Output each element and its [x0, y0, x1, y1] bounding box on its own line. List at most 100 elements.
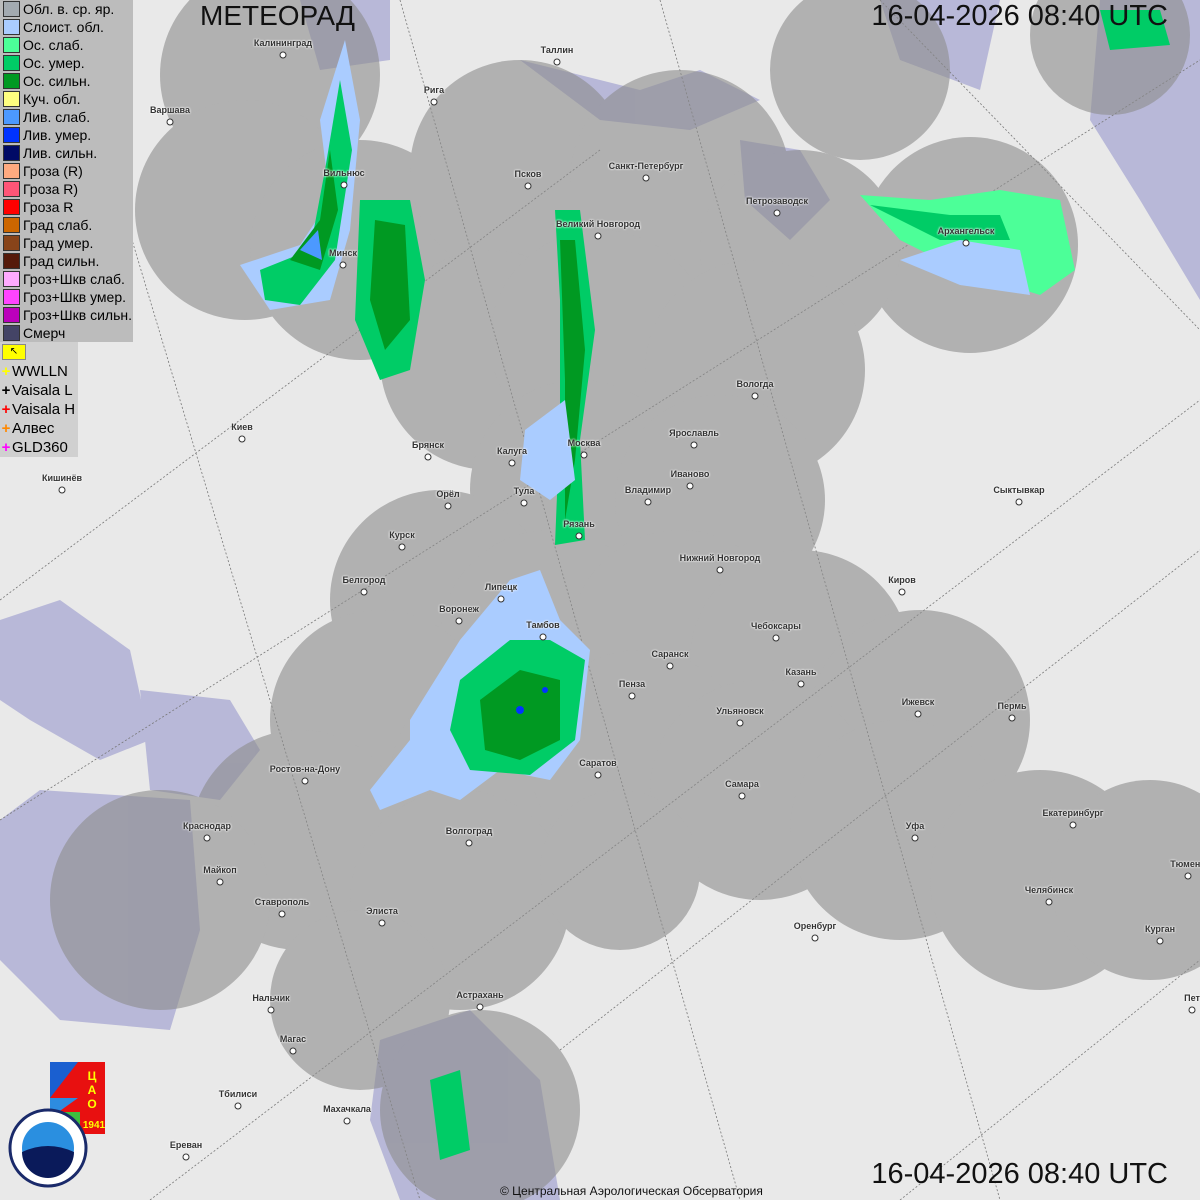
legend-item: Лив. умер. — [0, 126, 133, 144]
legend-item: Гроз+Шкв сильн. — [0, 306, 133, 324]
lightning-legend-item: + GLD360 — [0, 438, 78, 457]
city-label: Брянск — [411, 440, 445, 450]
legend-item: Обл. в. ср. яр. — [0, 0, 133, 18]
city-marker — [238, 435, 246, 443]
legend-swatch — [3, 37, 20, 53]
city-label: Тула — [513, 486, 535, 496]
city-marker — [339, 261, 347, 269]
svg-text:А: А — [88, 1083, 97, 1097]
city-marker — [628, 692, 636, 700]
city-label: Пет — [1184, 993, 1200, 1003]
city-marker — [553, 58, 561, 66]
city-marker — [716, 566, 724, 574]
lightning-label: WWLLN — [12, 363, 68, 380]
city-marker — [289, 1047, 297, 1055]
city-marker — [1188, 1006, 1196, 1014]
city-label: Минск — [329, 248, 357, 258]
city-marker — [1045, 898, 1053, 906]
city-label: Калининград — [253, 38, 313, 48]
city-marker — [182, 1153, 190, 1161]
city-label: Иваново — [670, 469, 710, 479]
city-label: Рига — [423, 85, 445, 95]
city-label: Вильнюс — [323, 168, 365, 178]
legend-label: Куч. обл. — [23, 91, 81, 107]
city-marker — [343, 1117, 351, 1125]
city-label: Калуга — [497, 446, 527, 456]
legend-swatch — [3, 199, 20, 215]
lightning-legend-item: + Алвес — [0, 419, 78, 438]
city-marker — [751, 392, 759, 400]
legend-item: Смерч — [0, 324, 133, 342]
city-label: Тюмень — [1170, 859, 1200, 869]
legend-swatch — [3, 91, 20, 107]
city-marker — [430, 98, 438, 106]
map-title: МЕТЕОРАД — [200, 0, 355, 31]
legend-swatch — [3, 217, 20, 233]
lightning-cross-icon: + — [1, 420, 11, 437]
roshydromet-logo — [8, 1108, 88, 1188]
city-marker — [773, 209, 781, 217]
svg-text:О: О — [87, 1097, 96, 1111]
legend-label: Обл. в. ср. яр. — [23, 1, 115, 17]
city-label: Ульяновск — [716, 706, 764, 716]
city-marker — [340, 181, 348, 189]
city-label: Тамбов — [526, 620, 560, 630]
legend-label: Гроз+Шкв слаб. — [23, 271, 125, 287]
legend-label: Гроза (R) — [23, 163, 83, 179]
lightning-label: Алвес — [12, 420, 55, 437]
city-label: Киров — [888, 575, 916, 585]
legend-label: Лив. сильн. — [23, 145, 98, 161]
legend-item: Ос. умер. — [0, 54, 133, 72]
svg-text:1941: 1941 — [83, 1120, 106, 1131]
city-marker — [508, 459, 516, 467]
lightning-label: Vaisala H — [12, 401, 76, 418]
city-marker — [58, 486, 66, 494]
city-label: Астрахань — [456, 990, 504, 1000]
logos: Ц А О 1941 — [8, 1062, 106, 1188]
legend-item: Ос. сильн. — [0, 72, 133, 90]
city-label: Краснодар — [182, 821, 232, 831]
legend-item: Ос. слаб. — [0, 36, 133, 54]
legend-swatch — [3, 1, 20, 17]
flag-icon[interactable]: ↖ — [2, 344, 26, 360]
city-label: Ставрополь — [254, 897, 310, 907]
legend-label: Гроза R) — [23, 181, 79, 197]
city-label: Ростов-на-Дону — [269, 764, 341, 774]
city-marker — [644, 498, 652, 506]
city-label: Варшава — [150, 105, 190, 115]
city-marker — [898, 588, 906, 596]
city-label: Тбилиси — [218, 1089, 258, 1099]
precipitation — [240, 10, 1170, 1160]
legend-swatch — [3, 307, 20, 323]
legend-label: Гроза R — [23, 199, 74, 215]
lightning-cross-icon: + — [1, 382, 11, 399]
city-marker — [1008, 714, 1016, 722]
legend-swatch — [3, 145, 20, 161]
legend-swatch — [3, 55, 20, 71]
legend-label: Град сильн. — [23, 253, 100, 269]
legend-swatch — [3, 19, 20, 35]
legend-label: Гроз+Шкв сильн. — [23, 307, 132, 323]
legend-item: Град слаб. — [0, 216, 133, 234]
lightning-cross-icon: + — [1, 363, 11, 380]
legend-item: Град сильн. — [0, 252, 133, 270]
city-marker — [1015, 498, 1023, 506]
radar-coverage — [50, 0, 1200, 1200]
city-marker — [278, 910, 286, 918]
legend-swatch — [3, 253, 20, 269]
city-marker — [398, 543, 406, 551]
city-label: Орёл — [436, 489, 460, 499]
city-marker — [914, 710, 922, 718]
legend-item: Слоист. обл. — [0, 18, 133, 36]
lightning-label: GLD360 — [12, 439, 68, 456]
city-marker — [1069, 821, 1077, 829]
city-marker — [444, 502, 452, 510]
city-marker — [203, 834, 211, 842]
legend-swatch — [3, 181, 20, 197]
city-marker — [580, 451, 588, 459]
city-label: Таллин — [540, 45, 574, 55]
city-label: Пермь — [997, 701, 1027, 711]
city-marker — [642, 174, 650, 182]
city-marker — [539, 633, 547, 641]
